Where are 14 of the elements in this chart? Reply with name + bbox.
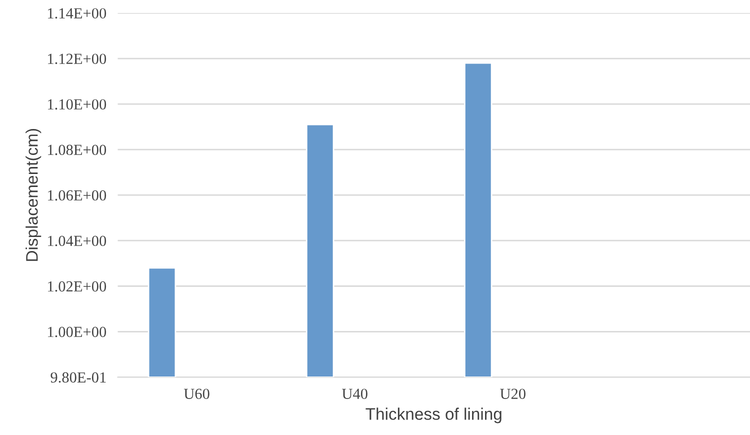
y-tick-label: 1.12E+00 bbox=[48, 54, 106, 64]
y-tick-label: 1.06E+00 bbox=[48, 190, 106, 201]
x-tick-label: U60 bbox=[184, 388, 210, 400]
y-tick-label: 1.04E+00 bbox=[48, 236, 106, 246]
y-tick-label: 1.00E+00 bbox=[48, 326, 106, 338]
y-tick-label: 1.14E+00 bbox=[48, 8, 106, 19]
x-tick-label: U20 bbox=[500, 388, 526, 400]
y-axis-title: Displacement(cm) bbox=[26, 128, 42, 261]
x-tick-label: U40 bbox=[342, 388, 368, 400]
x-axis-title: Thickness of lining bbox=[366, 408, 502, 424]
y-tick-label: 1.10E+00 bbox=[48, 99, 106, 110]
y-tick-label: 1.08E+00 bbox=[48, 144, 106, 156]
y-tick-label: 9.80E-01 bbox=[50, 372, 106, 383]
y-tick-label: 1.02E+00 bbox=[48, 281, 106, 292]
